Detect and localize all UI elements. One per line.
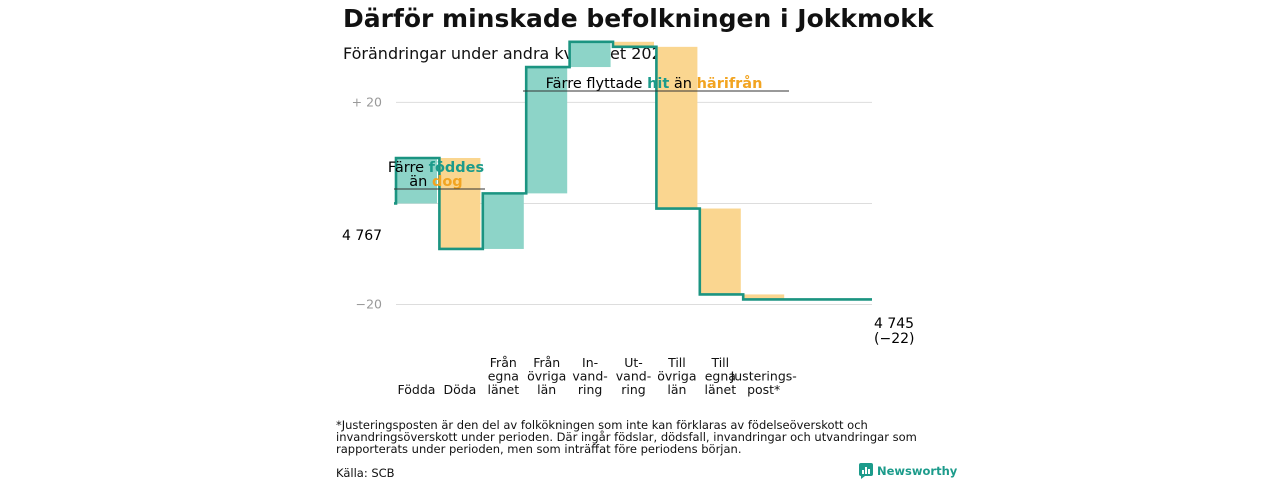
category-label: övriga (527, 369, 566, 384)
start-value-label: 4 767 (342, 228, 382, 244)
waterfall-bar (569, 41, 611, 68)
category-label: egna (488, 369, 519, 384)
level-step-line (394, 40, 872, 301)
migration-annotation-orange: härifrån (697, 75, 763, 92)
waterfall-bar (396, 158, 437, 204)
category-label: egna (705, 369, 736, 384)
end-change-label: (−22) (874, 331, 914, 347)
waterfall-bar (656, 46, 698, 209)
category-label: ring (578, 382, 602, 397)
category-label: län (537, 382, 556, 397)
births-deaths-annotation-teal: föddes (429, 160, 485, 176)
label-layer: Födda DödaFrånegnalänetFrånövrigalänIn-va… (398, 355, 797, 397)
footnote: *Justeringsposten är den del av folkökni… (336, 418, 917, 456)
category-label: Från (490, 355, 517, 370)
waterfall-bar (482, 193, 524, 249)
line-layer (394, 40, 872, 301)
brand-name: Newsworthy (877, 464, 958, 478)
migration-annotation: Färre flyttade hit än härifrån (546, 75, 763, 92)
category-label: In- (582, 355, 598, 370)
category-label: Till (710, 355, 729, 370)
newsworthy-logo-icon (859, 463, 873, 479)
end-value-label: 4 745 (874, 316, 914, 332)
category-label: Till (667, 355, 686, 370)
category-label: Döda (443, 382, 476, 397)
category-label: ring (621, 382, 645, 397)
waterfall-bar (699, 208, 741, 295)
migration-annotation-part: Färre flyttade (546, 76, 647, 92)
category-label: vand- (572, 369, 607, 384)
waterfall-bar (526, 67, 568, 194)
migration-annotation-teal: hit (647, 76, 669, 92)
category-label: övriga (657, 369, 696, 384)
births-deaths-annotation-line1: Färre föddes (388, 160, 484, 176)
births-deaths-annotation-part: än (409, 174, 432, 190)
waterfall-bar (743, 294, 785, 300)
category-label: Justerings- (730, 369, 797, 384)
category-label: Födda (398, 382, 436, 397)
category-label: länet (487, 382, 519, 397)
migration-annotation-part: än (669, 76, 696, 92)
births-deaths-annotation-part: Färre (388, 160, 429, 176)
category-label: Från (533, 355, 560, 370)
waterfall-bar (439, 158, 481, 249)
births-deaths-annotation-line2: än dog (409, 174, 462, 190)
category-label: post* (747, 382, 780, 397)
waterfall-bar (613, 41, 654, 47)
y-tick-label: −20 (356, 297, 382, 312)
category-label: vand- (616, 369, 651, 384)
source-note: Källa: SCB (336, 466, 395, 480)
category-label: Ut- (624, 355, 643, 370)
category-label: län (667, 382, 686, 397)
births-deaths-annotation-orange: dog (432, 174, 463, 190)
brand-logo: Newsworthy (859, 463, 957, 479)
chart-title: Därför minskade befolkningen i Jokkmokk (343, 4, 934, 33)
category-label: länet (704, 382, 736, 397)
y-tick-label: + 20 (352, 94, 382, 109)
bar-layer (396, 41, 785, 300)
